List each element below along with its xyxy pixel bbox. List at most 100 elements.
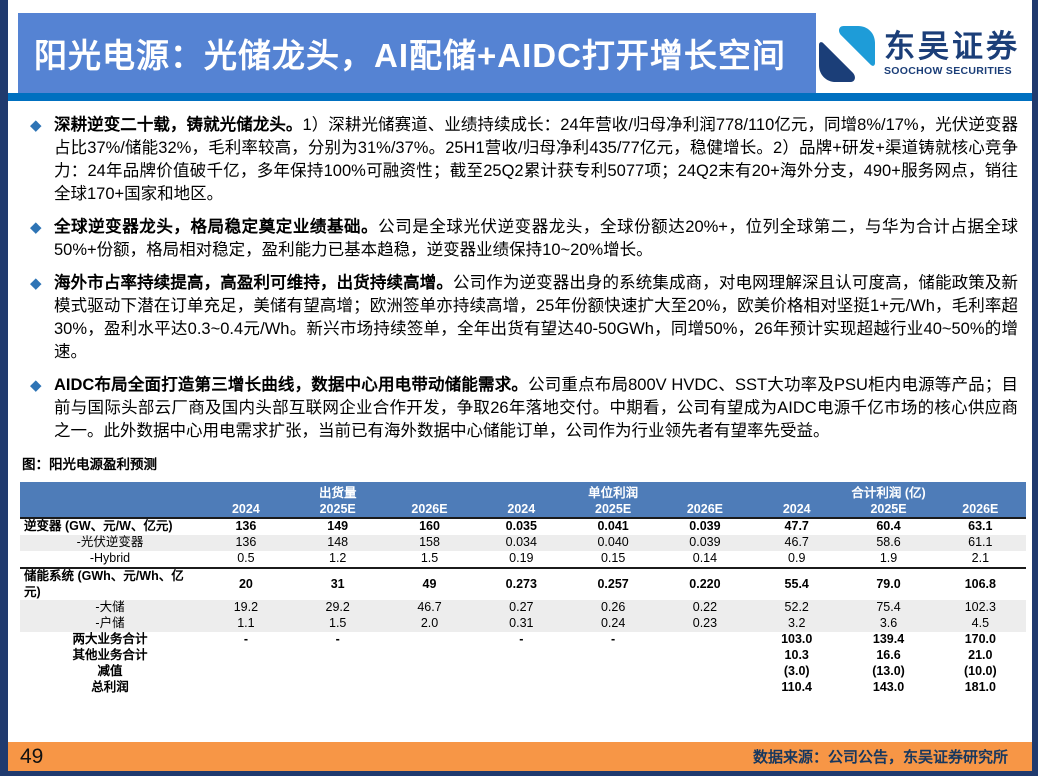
table-cell: 0.26: [567, 600, 660, 617]
table-row: 其他业务合计 10.3 16.6 21.0: [20, 648, 1026, 664]
table-cell: 170.0: [964, 632, 996, 647]
table-year-header: 2026E: [659, 501, 751, 518]
table-cell: 46.7: [383, 600, 476, 617]
bullet-heading: AIDC布局全面打造第三增长曲线，数据中心用电带动储能需求。: [54, 376, 529, 394]
table-cell: 110.4: [781, 680, 813, 695]
row-label: 其他业务合计: [72, 648, 148, 663]
table-cell: 136: [200, 535, 292, 551]
table-cell: 1.1: [200, 616, 292, 633]
bullet-item: ◆ 全球逆变器龙头，格局稳定奠定业绩基础。公司是全球光伏逆变器龙头，全球份额达20…: [20, 216, 1018, 262]
table-cell: [384, 664, 476, 680]
table-cell: [292, 664, 384, 680]
table-year-header: 2024: [200, 501, 292, 518]
table-cell: 0.5: [237, 551, 255, 566]
table-cell: 63.1: [934, 517, 1027, 535]
bullet-body: 公司是全球光伏逆变器龙头，全球份额达20%+，位列全球第二，与华为合计占据全球5…: [54, 218, 1018, 259]
table-cell: [200, 648, 292, 664]
table-cell: 1.5: [291, 616, 384, 633]
table-cell: 160: [383, 517, 476, 535]
row-label: -户储: [20, 616, 200, 633]
table-cell: 31: [291, 566, 384, 601]
table-cell: -: [611, 632, 616, 647]
table-cell: [659, 648, 751, 664]
diamond-bullet-icon: ◆: [30, 377, 42, 394]
table-cell: 139.4: [872, 632, 905, 647]
table-cell: 0.220: [659, 566, 751, 601]
table-cell: 0.23: [659, 616, 751, 633]
table-cell: [384, 680, 476, 696]
table-cell: 16.6: [876, 648, 901, 663]
table-cell: 0.24: [567, 616, 660, 633]
row-label: 储能系统 (GWh、元/Wh、亿元): [20, 566, 200, 601]
bullet-text: 全球逆变器龙头，格局稳定奠定业绩基础。公司是全球光伏逆变器龙头，全球份额达20%…: [54, 216, 1018, 262]
table-cell: 0.035: [475, 517, 568, 535]
table-cell: [200, 680, 292, 696]
row-label: 减值: [97, 664, 123, 679]
table-cell: 75.4: [842, 600, 935, 617]
table-cell: 61.1: [934, 535, 1027, 551]
table-corner-cell: [20, 482, 200, 501]
table-cell: [475, 648, 567, 664]
table-year-header: 2026E: [934, 501, 1027, 518]
bullet-text: AIDC布局全面打造第三增长曲线，数据中心用电带动储能需求。公司重点布局800V…: [54, 374, 1018, 443]
soochow-logo: 东吴证券 SOOCHOW SECURITIES: [819, 26, 1020, 82]
diamond-bullet-icon: ◆: [30, 117, 42, 134]
table-group-header: 出货量: [200, 482, 476, 501]
table-cell: 0.039: [659, 517, 751, 535]
table-cell: [659, 632, 751, 648]
table-cell: [567, 680, 659, 696]
table-cell: 58.6: [842, 535, 935, 551]
table-cell: 0.039: [659, 535, 751, 551]
row-label: 总利润: [91, 680, 129, 695]
bullet-list: ◆ 深耕逆变二十载，铸就光储龙头。1）深耕光储赛道、业绩持续成长：24年营收/归母…: [20, 114, 1018, 443]
bullet-heading: 海外市占率持续提高，高盈利可维持，出货持续高增。: [54, 274, 453, 292]
table-year-header-row: 2024 2025E 2026E 2024 2025E 2026E 2024 2025E 202…: [20, 501, 1027, 518]
table-cell: 60.4: [842, 517, 935, 535]
bullet-heading: 深耕逆变二十载，铸就光储龙头。: [54, 116, 303, 134]
table-cell: [475, 680, 567, 696]
table-corner-cell: [20, 501, 200, 518]
bullet-body: 1）深耕光储赛道、业绩持续成长：24年营收/归母净利润778/110亿元，同增8…: [54, 116, 1018, 203]
table-cell: 2.1: [971, 551, 990, 566]
table-cell: [384, 632, 476, 648]
table-group-header-row: 出货量 单位利润 合计利润 (亿): [20, 482, 1027, 501]
table-cell: 136: [200, 517, 292, 535]
soochow-logo-text: 东吴证券 SOOCHOW SECURITIES: [884, 31, 1020, 77]
soochow-logo-icon: [819, 26, 875, 82]
table-row: 总利润 110.4 143.0 181.0: [20, 680, 1026, 696]
table-cell: 0.040: [567, 535, 660, 551]
bullet-text: 海外市占率持续提高，高盈利可维持，出货持续高增。公司作为逆变器出身的系统集成商，…: [54, 272, 1018, 364]
table-row: 两大业务合计 - - - - 103.0 139.4 170.0: [20, 632, 1026, 648]
bullet-heading: 全球逆变器龙头，格局稳定奠定业绩基础。: [54, 218, 379, 236]
table-cell: [475, 664, 567, 680]
table-cell: 49: [383, 566, 476, 601]
table-cell: 3.6: [842, 616, 935, 633]
row-label: -Hybrid: [89, 551, 131, 566]
table-cell: 2.0: [383, 616, 476, 633]
table-cell: 29.2: [291, 600, 384, 617]
table-cell: 20: [200, 566, 292, 601]
bullet-text: 深耕逆变二十载，铸就光储龙头。1）深耕光储赛道、业绩持续成长：24年营收/归母净…: [54, 114, 1018, 206]
table-cell: 52.2: [750, 600, 843, 617]
table-cell: 79.0: [842, 566, 935, 601]
table-cell: [659, 680, 751, 696]
page-header: 阳光电源：光储龙头，AI配储+AIDC打开增长空间 东吴证券 SOOCHOW S…: [8, 0, 1032, 101]
table-cell: [200, 664, 292, 680]
figure-caption: 图：阳光电源盈利预测: [22, 457, 157, 472]
table-cell: (13.0): [872, 664, 905, 679]
table-cell: [292, 648, 384, 664]
forecast-table: 出货量 单位利润 合计利润 (亿) 2024 2025E 2026E 2024 2025E 20…: [20, 482, 1027, 696]
row-label: -光伏逆变器: [20, 535, 200, 551]
table-cell: 0.31: [475, 616, 568, 633]
table-cell: 148: [291, 535, 384, 551]
diamond-bullet-icon: ◆: [30, 219, 42, 236]
slide-body: ◆ 深耕逆变二十载，铸就光储龙头。1）深耕光储赛道、业绩持续成长：24年营收/归母…: [8, 101, 1032, 696]
table-row: -大储 19.2 29.2 46.7 0.27 0.26 0.22 52.2 75.4 102.3: [20, 600, 1027, 617]
page-number: 49: [20, 744, 44, 768]
row-label: 两大业务合计: [72, 632, 148, 647]
table-cell: -: [335, 632, 340, 647]
table-cell: [567, 648, 659, 664]
table-cell: (3.0): [783, 664, 810, 679]
table-cell: 0.14: [692, 551, 718, 566]
